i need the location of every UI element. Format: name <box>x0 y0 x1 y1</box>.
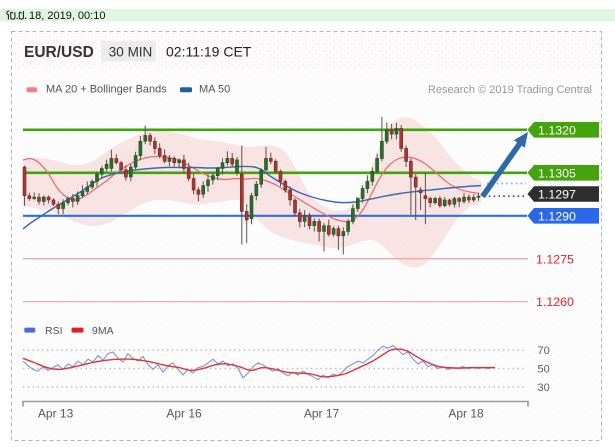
svg-text:Apr 17: Apr 17 <box>304 407 340 421</box>
svg-text:1.1260: 1.1260 <box>536 295 574 309</box>
svg-text:70: 70 <box>538 345 550 357</box>
svg-text:18, 2019, 00:10: 18, 2019, 00:10 <box>29 10 105 22</box>
svg-text:MA 50: MA 50 <box>199 84 230 96</box>
svg-text:30 MIN: 30 MIN <box>109 45 153 60</box>
svg-text:EUR/USD: EUR/USD <box>24 44 94 61</box>
svg-text:1.1305: 1.1305 <box>538 166 576 180</box>
svg-text:1.1290: 1.1290 <box>538 209 576 223</box>
svg-text:RSI: RSI <box>45 325 63 337</box>
svg-text:9MA: 9MA <box>92 325 114 337</box>
svg-text:Research © 2019 Trading Centra: Research © 2019 Trading Central <box>428 84 592 96</box>
svg-text:Apr 16: Apr 16 <box>166 407 202 421</box>
svg-text:Apr 13: Apr 13 <box>38 407 74 421</box>
svg-text:1.1275: 1.1275 <box>536 252 574 266</box>
svg-text:30: 30 <box>538 382 550 394</box>
svg-text:MA 20 + Bollinger Bands: MA 20 + Bollinger Bands <box>46 84 167 96</box>
svg-text:50: 50 <box>538 364 550 376</box>
svg-text:Apr 18: Apr 18 <box>448 407 484 421</box>
svg-text:02:11:19 CET: 02:11:19 CET <box>166 44 252 60</box>
svg-text:1.1297: 1.1297 <box>538 188 576 202</box>
svg-text:1.1320: 1.1320 <box>538 123 576 137</box>
